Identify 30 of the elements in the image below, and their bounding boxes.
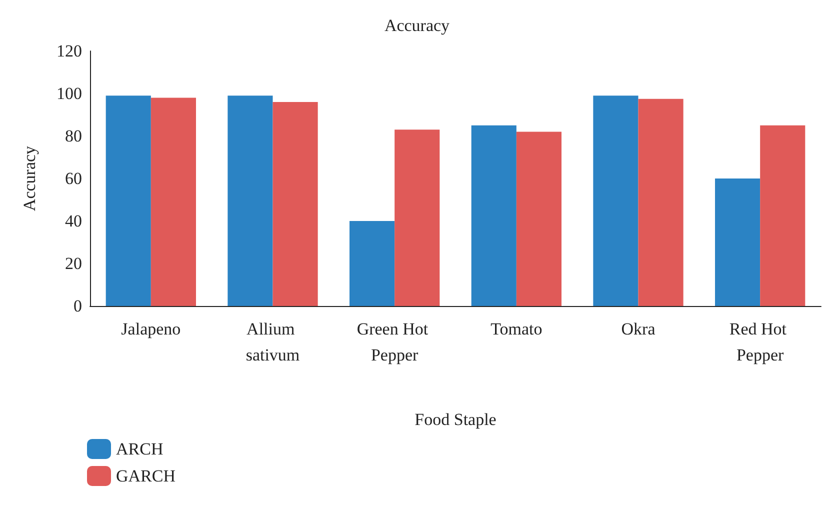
bar [715, 178, 760, 306]
x-tick-label: Green Hot Pepper [356, 320, 432, 364]
x-tick-label: Tomato [490, 320, 542, 338]
legend-label: GARCH [116, 466, 176, 486]
chart-title: Accuracy [384, 16, 450, 35]
bar [471, 125, 516, 306]
y-tick-label: 120 [56, 42, 82, 60]
bar [350, 221, 395, 306]
bar [593, 96, 638, 306]
bar [638, 98, 684, 306]
bar [228, 96, 273, 306]
y-tick-label: 40 [65, 212, 82, 230]
x-tick-label: Allium sativum [246, 320, 300, 364]
x-tick-label: Red Hot Pepper [729, 320, 791, 364]
bar [150, 98, 196, 306]
x-tick-label: Jalapeno [121, 320, 181, 338]
y-tick-label: 100 [56, 84, 82, 103]
bar [760, 125, 806, 306]
bar [106, 96, 151, 306]
y-tick-label: 0 [74, 296, 82, 316]
bar [516, 132, 562, 306]
y-tick-label: 20 [65, 254, 82, 273]
legend-label: ARCH [116, 440, 164, 458]
bar [272, 102, 318, 306]
y-tick-label: 80 [65, 126, 82, 146]
y-axis-title: Accuracy [20, 145, 39, 212]
y-tick-label: 60 [65, 169, 82, 188]
x-axis-title: Food Staple [414, 410, 496, 429]
bar [394, 130, 440, 306]
x-tick-label: Okra [621, 320, 656, 338]
